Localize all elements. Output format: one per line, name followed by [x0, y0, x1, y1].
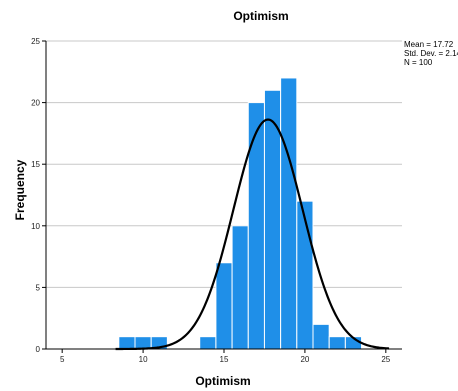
histogram-bar: [231, 225, 249, 350]
gridlines: [46, 40, 402, 288]
histogram-bar: [312, 323, 330, 350]
stats-std-dev: Std. Dev. = 2.142: [404, 49, 458, 58]
y-tick-label: 25: [31, 37, 40, 46]
histogram-bar: [134, 336, 152, 350]
x-tick-label: 15: [220, 355, 229, 364]
y-axis-label: Frequency: [13, 159, 27, 220]
histogram-bars: [118, 77, 363, 350]
x-axis-label: Optimism: [195, 374, 250, 388]
stats-mean: Mean = 17.72: [404, 40, 454, 49]
stats-n: N = 100: [404, 58, 433, 67]
histogram-bar: [199, 336, 217, 350]
x-tick-label: 25: [381, 355, 390, 364]
y-tick-label: 5: [36, 283, 41, 292]
y-tick-labels: 0 5 10 15 20 25: [31, 37, 46, 354]
x-tick-label: 20: [300, 355, 309, 364]
normal-curve: [115, 118, 390, 351]
x-tick-label: 5: [60, 355, 65, 364]
y-tick-label: 20: [31, 99, 40, 108]
histogram-bar: [328, 336, 346, 350]
chart-title: Optimism: [233, 9, 288, 23]
x-tick-label: 10: [139, 355, 148, 364]
y-tick-label: 15: [31, 160, 40, 169]
y-tick-label: 0: [36, 345, 41, 354]
y-tick-label: 10: [31, 222, 40, 231]
histogram-bar: [296, 200, 314, 350]
histogram-bar: [247, 102, 265, 350]
histogram-bar: [280, 77, 298, 350]
x-tick-labels: 5 10 15 20 25: [60, 349, 391, 364]
stats-box: Mean = 17.72 Std. Dev. = 2.142 N = 100: [404, 40, 458, 67]
histogram-bar: [118, 336, 136, 350]
histogram-bar: [215, 262, 233, 350]
